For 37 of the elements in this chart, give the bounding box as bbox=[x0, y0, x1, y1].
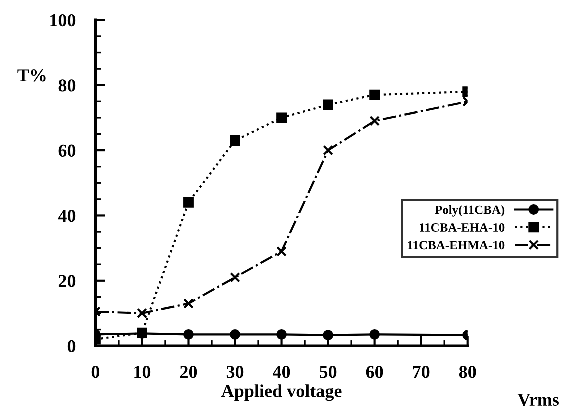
x-tick-label: 10 bbox=[134, 366, 151, 378]
point bbox=[370, 329, 380, 340]
point bbox=[184, 197, 194, 208]
x-tick-label: 20 bbox=[180, 366, 198, 378]
y-tick-label: 20 bbox=[58, 275, 76, 288]
point bbox=[230, 136, 240, 146]
legend-label: Poly(11CBA) bbox=[435, 205, 505, 217]
point bbox=[184, 298, 194, 309]
point bbox=[276, 246, 287, 257]
point bbox=[370, 90, 380, 100]
point bbox=[276, 112, 287, 124]
point bbox=[370, 116, 380, 126]
legend-label: 11CBA-EHMA-10 bbox=[408, 241, 505, 250]
point bbox=[230, 272, 240, 283]
x-tick-label: 0 bbox=[92, 366, 100, 378]
y-tick-label: 80 bbox=[58, 80, 76, 92]
y-tick-label: 60 bbox=[58, 144, 76, 157]
point bbox=[230, 329, 240, 340]
x-tick-label: 40 bbox=[273, 366, 290, 378]
text: Vrms bbox=[518, 394, 560, 406]
y-tick-label: 40 bbox=[58, 210, 76, 222]
legend-label: 11CBA-EHA-10 bbox=[420, 224, 505, 232]
point bbox=[276, 329, 287, 340]
point bbox=[323, 330, 334, 341]
x-tick-label: 70 bbox=[413, 366, 430, 378]
y-tick-label: 0 bbox=[68, 340, 76, 353]
x-tick-label: 80 bbox=[459, 366, 476, 378]
y-tick-label: 100 bbox=[50, 14, 76, 27]
y-axis-title: T% bbox=[18, 70, 46, 82]
point bbox=[323, 145, 334, 156]
x-tick-label: 50 bbox=[320, 366, 337, 378]
point bbox=[323, 100, 334, 110]
point bbox=[137, 308, 148, 319]
x-tick-label: 30 bbox=[226, 366, 244, 378]
x-tick-label: 60 bbox=[366, 366, 384, 378]
point bbox=[184, 329, 194, 340]
x-axis-title: Applied voltage bbox=[222, 384, 342, 402]
